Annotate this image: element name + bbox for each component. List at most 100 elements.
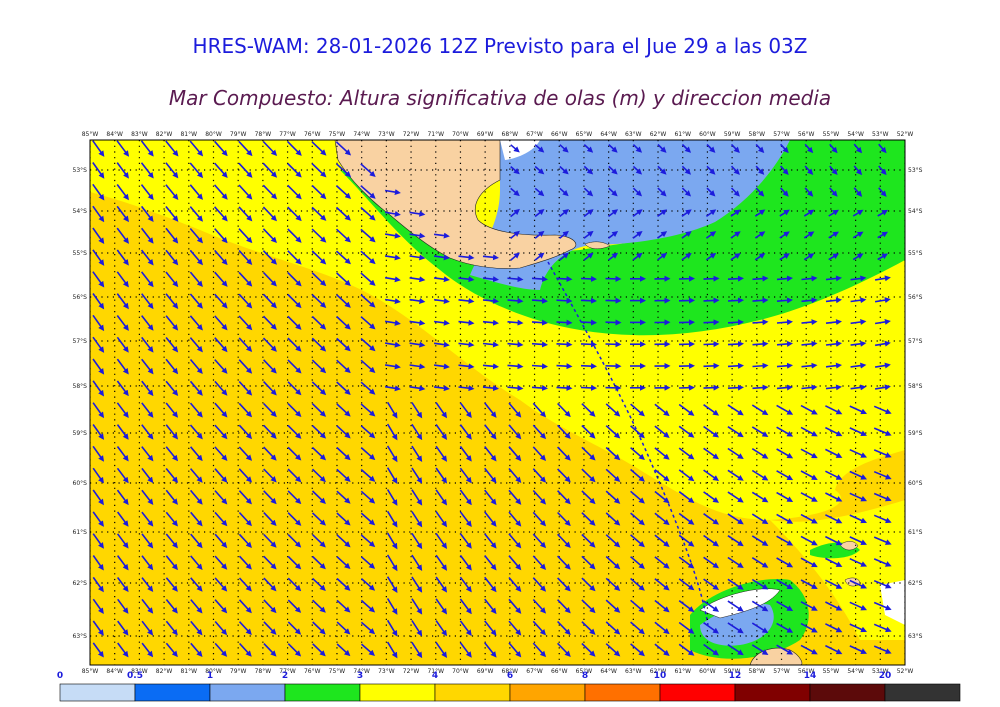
wave-arrow: [849, 557, 868, 567]
wave-arrow: [727, 341, 744, 348]
wave-arrow: [706, 165, 716, 175]
wave-arrow: [214, 642, 228, 657]
legend-tick-label: 1: [207, 671, 213, 681]
lon-label: 75°W: [329, 131, 346, 138]
wave-arrow: [263, 533, 277, 548]
wave-arrow: [727, 384, 744, 391]
lat-label: 58°S: [908, 383, 923, 390]
wave-arrow: [141, 293, 154, 310]
wave-arrow: [214, 359, 228, 374]
wave-arrow: [703, 643, 720, 656]
lon-label: 52°W: [897, 668, 914, 675]
wave-arrow: [311, 206, 327, 221]
wave-arrow: [727, 447, 744, 460]
wave-arrow: [557, 402, 571, 418]
lat-label: 57°S: [73, 338, 88, 345]
wave-arrow: [776, 319, 793, 326]
wave-arrow: [801, 275, 818, 282]
lon-label: 71°W: [427, 131, 444, 138]
lon-label: 75°W: [329, 668, 346, 675]
wave-arrow: [311, 141, 327, 156]
wave-arrow: [238, 337, 253, 352]
wave-arrow: [360, 250, 376, 265]
wave-arrow: [360, 468, 376, 482]
wave-arrow: [510, 208, 520, 218]
wave-arrow: [608, 252, 619, 261]
wave-arrow: [238, 402, 253, 418]
wave-arrow: [92, 205, 105, 223]
wave-arrow: [727, 404, 744, 416]
wave-arrow: [433, 232, 450, 239]
wave-arrow: [141, 577, 154, 592]
wave-arrow: [360, 425, 376, 439]
wave-arrow: [581, 468, 596, 483]
map-frame: [89, 139, 906, 666]
wave-arrow: [360, 228, 376, 243]
wave-arrow: [532, 468, 547, 483]
wave-arrow: [238, 490, 252, 505]
lat-label: 59°S: [908, 430, 923, 437]
wave-arrow: [433, 341, 450, 348]
wave-arrow: [409, 385, 426, 392]
wave-arrow: [703, 447, 720, 460]
wave-arrow: [92, 576, 104, 593]
wave-arrow: [312, 555, 326, 570]
wave-arrow: [214, 424, 228, 440]
wave-arrow: [165, 577, 178, 592]
wave-arrow: [238, 533, 252, 548]
wave-arrow: [556, 363, 573, 370]
wave-arrow: [141, 336, 154, 353]
wave-arrow: [140, 140, 154, 157]
wave-arrow: [532, 424, 547, 440]
wave-arrow: [312, 643, 326, 657]
wave-arrow: [336, 425, 351, 439]
wave-arrow: [632, 165, 643, 175]
wave-arrow: [92, 162, 105, 179]
wave-arrow: [829, 165, 838, 175]
wave-arrow: [92, 511, 104, 527]
wave-arrow: [263, 468, 277, 483]
wave-arrow: [705, 252, 717, 261]
wave-arrow: [116, 358, 129, 375]
wave-arrow: [165, 336, 179, 353]
wave-arrow: [630, 621, 645, 635]
wave-arrow: [141, 467, 154, 484]
wave-arrow: [874, 275, 891, 282]
wave-arrow: [532, 533, 547, 549]
wave-arrow: [825, 644, 843, 655]
wave-arrow: [287, 577, 302, 592]
wave-arrow: [557, 424, 571, 439]
wave-arrow: [435, 489, 448, 506]
wave-arrow: [214, 468, 228, 483]
wave-arrow: [360, 272, 376, 286]
lon-label: 72°W: [403, 131, 420, 138]
wave-arrow: [849, 623, 868, 633]
wave-arrow: [459, 576, 472, 593]
wave-arrow: [776, 535, 794, 546]
wave-arrow: [287, 490, 302, 505]
wave-arrow: [238, 446, 253, 461]
lat-label: 56°S: [908, 294, 923, 301]
wave-arrow: [214, 620, 228, 636]
wave-arrow: [703, 275, 720, 282]
wave-arrow: [853, 187, 863, 197]
lon-label: 65°W: [576, 131, 593, 138]
wave-arrow: [678, 469, 695, 482]
lon-label: 68°W: [502, 668, 519, 675]
wave-arrow: [751, 578, 769, 590]
wave-arrow: [433, 319, 450, 326]
wave-arrow: [360, 621, 376, 635]
wave-arrow: [336, 337, 351, 352]
wave-arrow: [411, 489, 423, 506]
lon-label: 66°W: [551, 131, 568, 138]
wave-arrow: [459, 533, 472, 549]
wave-arrow: [727, 319, 744, 326]
wave-arrow: [829, 187, 838, 197]
lon-labels-bottom: 85°W 84°W 83°W 82°W 81°W 80°W 79°W 78°W 77°W 76°W…: [82, 668, 914, 675]
wave-arrow: [116, 293, 129, 310]
wave-arrow: [263, 555, 277, 570]
wave-arrow: [605, 403, 621, 417]
wave-arrow: [360, 337, 376, 352]
wave-arrow: [386, 619, 398, 637]
wave-arrow: [800, 622, 818, 633]
